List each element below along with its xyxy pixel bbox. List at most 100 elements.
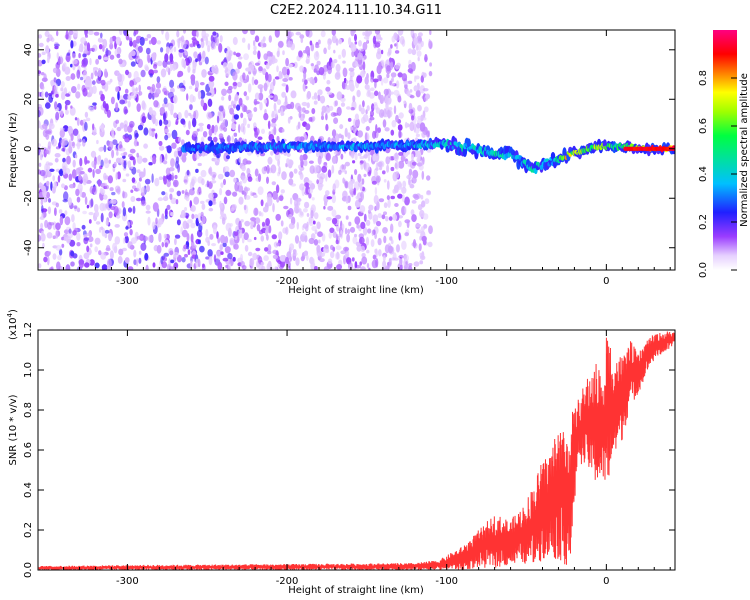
noise-dot — [253, 207, 259, 216]
noise-dot — [248, 64, 255, 72]
noise-dot — [390, 44, 393, 49]
noise-dot — [124, 257, 130, 264]
noise-dot — [86, 42, 91, 52]
noise-dot — [59, 215, 64, 226]
noise-dot — [293, 61, 298, 69]
noise-dot — [110, 96, 115, 105]
noise-dot — [272, 190, 278, 200]
noise-dot — [140, 69, 146, 78]
noise-dot — [82, 138, 86, 147]
noise-dot — [374, 187, 378, 196]
noise-dot — [100, 79, 106, 86]
noise-dot — [364, 76, 369, 85]
noise-dot — [416, 150, 422, 159]
noise-dot — [96, 155, 101, 165]
noise-dot — [268, 225, 272, 234]
noise-dot — [145, 210, 151, 214]
noise-dot — [147, 216, 151, 226]
noise-dot — [98, 147, 104, 152]
noise-dot — [190, 222, 196, 229]
noise-dot — [271, 234, 277, 240]
noise-dot — [303, 159, 308, 167]
noise-dot — [151, 221, 156, 230]
noise-dot — [421, 170, 425, 180]
noise-dot — [41, 51, 46, 56]
noise-dot — [419, 235, 423, 241]
noise-dot — [221, 96, 225, 101]
noise-dot — [71, 53, 76, 59]
noise-dot — [289, 116, 293, 120]
noise-dot — [130, 189, 134, 193]
noise-dot — [422, 72, 427, 78]
noise-dot — [394, 43, 397, 47]
noise-dot — [280, 111, 285, 116]
noise-dot — [270, 164, 277, 174]
noise-dot — [100, 32, 103, 39]
noise-dot — [132, 158, 136, 166]
noise-dot — [132, 40, 137, 48]
noise-dot — [345, 85, 351, 91]
noise-dot — [358, 198, 363, 203]
noise-dot — [354, 113, 359, 121]
noise-dot — [209, 87, 215, 97]
noise-dot — [192, 130, 198, 137]
noise-dot — [84, 111, 89, 118]
noise-dot — [411, 200, 417, 204]
noise-dot — [389, 236, 393, 241]
noise-dot — [404, 232, 410, 237]
noise-dot — [263, 53, 269, 61]
noise-dot — [363, 160, 366, 170]
noise-dot — [145, 47, 151, 55]
noise-dot — [164, 53, 169, 63]
noise-dot — [378, 249, 382, 257]
noise-dot — [251, 76, 255, 86]
noise-dot — [138, 257, 142, 264]
noise-dot — [386, 73, 390, 79]
noise-dot — [90, 72, 94, 80]
noise-dot — [386, 109, 393, 118]
noise-dot — [178, 37, 183, 41]
noise-dot — [178, 136, 182, 143]
noise-dot — [305, 123, 311, 131]
noise-dot — [187, 65, 191, 73]
noise-dot — [330, 61, 335, 69]
noise-dot — [301, 231, 307, 237]
noise-dot — [398, 160, 405, 169]
noise-dot — [354, 233, 357, 238]
noise-dot — [222, 257, 229, 262]
noise-dot — [297, 105, 302, 113]
noise-dot — [359, 261, 363, 266]
noise-dot — [357, 173, 362, 183]
noise-dot — [311, 78, 315, 86]
noise-dot — [315, 44, 320, 49]
noise-dot — [70, 40, 74, 49]
noise-dot — [266, 50, 272, 57]
noise-dot — [38, 263, 42, 269]
noise-dot — [200, 98, 205, 107]
noise-dot — [179, 87, 185, 92]
noise-dot — [321, 233, 326, 242]
noise-dot — [411, 214, 417, 223]
noise-dot — [199, 125, 204, 132]
noise-dot — [238, 196, 244, 205]
noise-dot — [384, 127, 390, 132]
noise-dot — [330, 244, 334, 250]
noise-dot — [200, 38, 204, 42]
noise-dot — [390, 72, 397, 78]
noise-dot — [245, 95, 250, 101]
noise-dot — [268, 95, 274, 99]
noise-dot — [286, 68, 290, 76]
noise-dot — [54, 45, 59, 50]
noise-dot — [138, 84, 141, 93]
noise-dot — [326, 91, 333, 95]
noise-dot — [176, 190, 181, 197]
noise-dot — [341, 164, 345, 170]
noise-dot — [191, 213, 195, 220]
noise-dot — [162, 160, 168, 165]
noise-dot — [213, 136, 218, 143]
y-tick-label: 0 — [23, 146, 34, 152]
noise-dot — [69, 239, 76, 247]
noise-dot — [241, 37, 246, 43]
noise-dot — [55, 244, 62, 251]
